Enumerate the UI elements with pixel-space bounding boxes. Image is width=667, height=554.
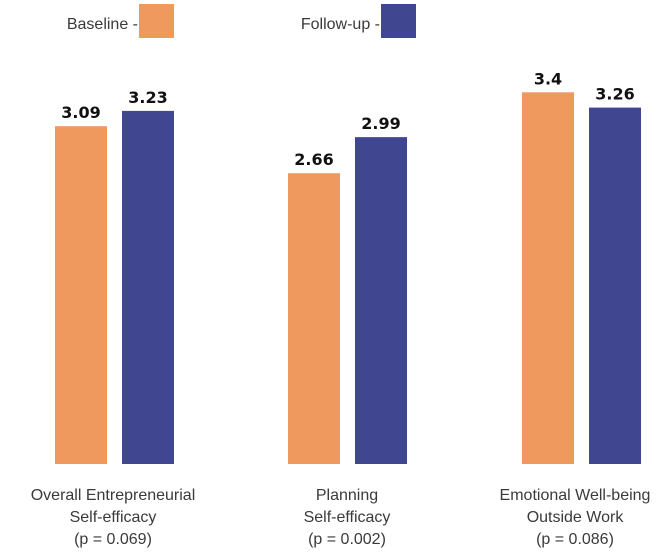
category-label-1-line-3: (p = 0.069) (74, 531, 152, 548)
value-label-follow-up-1: 3.23 (128, 88, 167, 107)
bar-follow-up-2 (355, 137, 407, 464)
value-label-baseline-2: 2.66 (294, 150, 333, 169)
legend-swatch-baseline (139, 4, 174, 38)
legend-swatch-follow-up (381, 4, 416, 38)
bar-baseline-1 (55, 126, 107, 464)
legend-label-follow-up: Follow-up - (301, 16, 380, 33)
bar-baseline-3 (522, 92, 574, 464)
category-label-3-line-2: Outside Work (527, 509, 625, 526)
category-label-2-line-3: (p = 0.002) (308, 531, 386, 548)
legend-label-baseline: Baseline - (67, 16, 138, 33)
bar-follow-up-1 (122, 110, 174, 464)
bar-group (55, 92, 641, 465)
category-label-3-line-3: (p = 0.086) (536, 531, 614, 548)
category-label-1-line-1: Overall Entrepreneurial (31, 487, 196, 504)
chart-legend: Baseline - Follow-up - (67, 4, 416, 38)
bar-baseline-2 (288, 173, 340, 465)
value-labels: 3.09 2.66 3.4 3.23 2.99 3.26 (61, 69, 634, 169)
bar-follow-up-3 (589, 107, 641, 464)
value-label-baseline-1: 3.09 (61, 103, 100, 122)
category-label-2-line-1: Planning (316, 487, 378, 504)
category-label-1-line-2: Self-efficacy (70, 509, 157, 526)
category-labels: Overall Entrepreneurial Self-efficacy (p =… (31, 487, 651, 548)
value-label-follow-up-2: 2.99 (361, 114, 400, 133)
category-label-3-line-1: Emotional Well-being (500, 487, 651, 504)
value-label-baseline-3: 3.4 (534, 69, 562, 88)
value-label-follow-up-3: 3.26 (595, 85, 634, 104)
category-label-2-line-2: Self-efficacy (304, 509, 391, 526)
